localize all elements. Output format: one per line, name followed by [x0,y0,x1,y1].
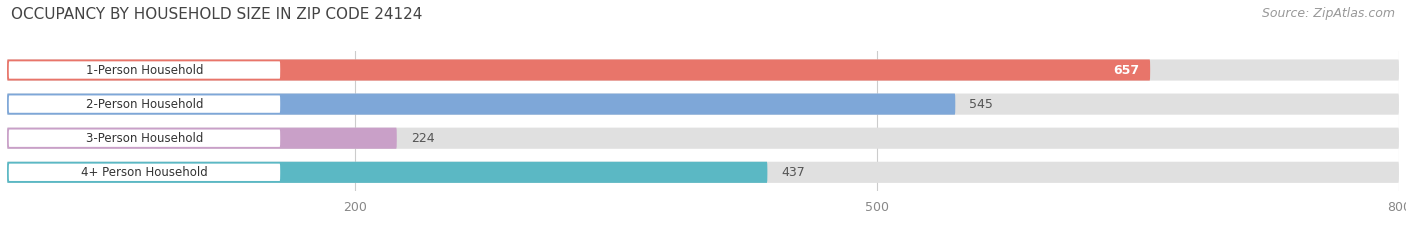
Text: 2-Person Household: 2-Person Household [86,98,204,111]
Text: 545: 545 [969,98,993,111]
FancyBboxPatch shape [8,164,280,181]
Text: 657: 657 [1114,64,1140,76]
FancyBboxPatch shape [8,130,280,147]
FancyBboxPatch shape [7,59,1150,81]
Text: 1-Person Household: 1-Person Household [86,64,204,76]
Text: 224: 224 [411,132,434,145]
FancyBboxPatch shape [7,128,1399,149]
FancyBboxPatch shape [7,128,396,149]
Text: Source: ZipAtlas.com: Source: ZipAtlas.com [1261,7,1395,20]
Text: 437: 437 [782,166,806,179]
FancyBboxPatch shape [8,61,280,79]
FancyBboxPatch shape [8,96,280,113]
FancyBboxPatch shape [7,93,955,115]
FancyBboxPatch shape [7,162,1399,183]
FancyBboxPatch shape [7,162,768,183]
FancyBboxPatch shape [7,59,1399,81]
Text: OCCUPANCY BY HOUSEHOLD SIZE IN ZIP CODE 24124: OCCUPANCY BY HOUSEHOLD SIZE IN ZIP CODE … [11,7,423,22]
Text: 3-Person Household: 3-Person Household [86,132,204,145]
FancyBboxPatch shape [7,93,1399,115]
Text: 4+ Person Household: 4+ Person Household [82,166,208,179]
